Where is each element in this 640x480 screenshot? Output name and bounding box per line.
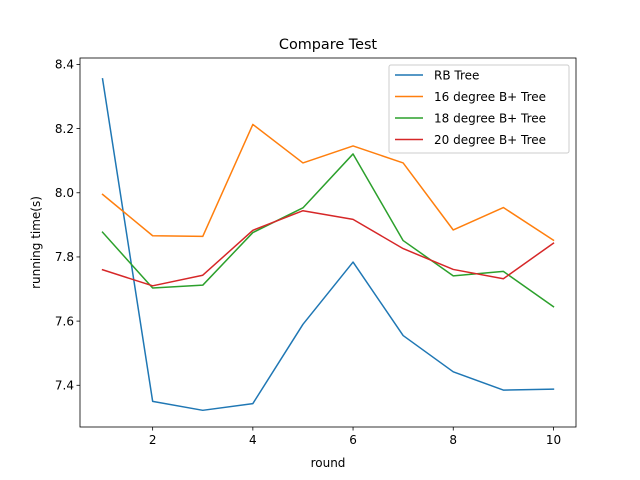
legend: RB Tree 16 degree B+ Tree 18 degree B+ Tre…	[388, 64, 570, 154]
series-lines	[101, 78, 555, 412]
y-tick-label: 8.4	[55, 58, 74, 72]
y-axis-title: running time(s)	[29, 196, 43, 289]
series-line-rb-tree	[101, 78, 555, 412]
axes-frame	[79, 57, 577, 428]
legend-box	[388, 64, 570, 154]
series-line-20-degree-b-tree	[101, 209, 555, 287]
x-axis-title: round	[311, 456, 346, 470]
x-tick-label: 8	[449, 433, 457, 447]
y-axis: 7.4 7.6 7.8 8.0 8.2 8.4	[55, 58, 80, 393]
series-line-16-degree-b-tree	[101, 123, 555, 242]
legend-label-16-degree-b-tree: 16 degree B+ Tree	[434, 90, 546, 104]
x-tick-label: 6	[349, 433, 357, 447]
chart-title: Compare Test	[279, 37, 378, 53]
x-axis: 2 4 6 8 10	[149, 427, 561, 447]
y-tick-label: 8.2	[55, 122, 74, 136]
x-tick-label: 2	[149, 433, 157, 447]
x-tick-label: 4	[249, 433, 257, 447]
x-tick-label: 10	[546, 433, 561, 447]
y-tick-label: 7.6	[55, 314, 74, 328]
y-tick-label: 7.8	[55, 250, 74, 264]
legend-label-18-degree-b-tree: 18 degree B+ Tree	[434, 111, 546, 125]
legend-label-rb-tree: RB Tree	[434, 68, 479, 82]
y-tick-label: 8.0	[55, 186, 74, 200]
y-tick-label: 7.4	[55, 379, 74, 393]
legend-label-20-degree-b-tree: 20 degree B+ Tree	[434, 133, 546, 147]
